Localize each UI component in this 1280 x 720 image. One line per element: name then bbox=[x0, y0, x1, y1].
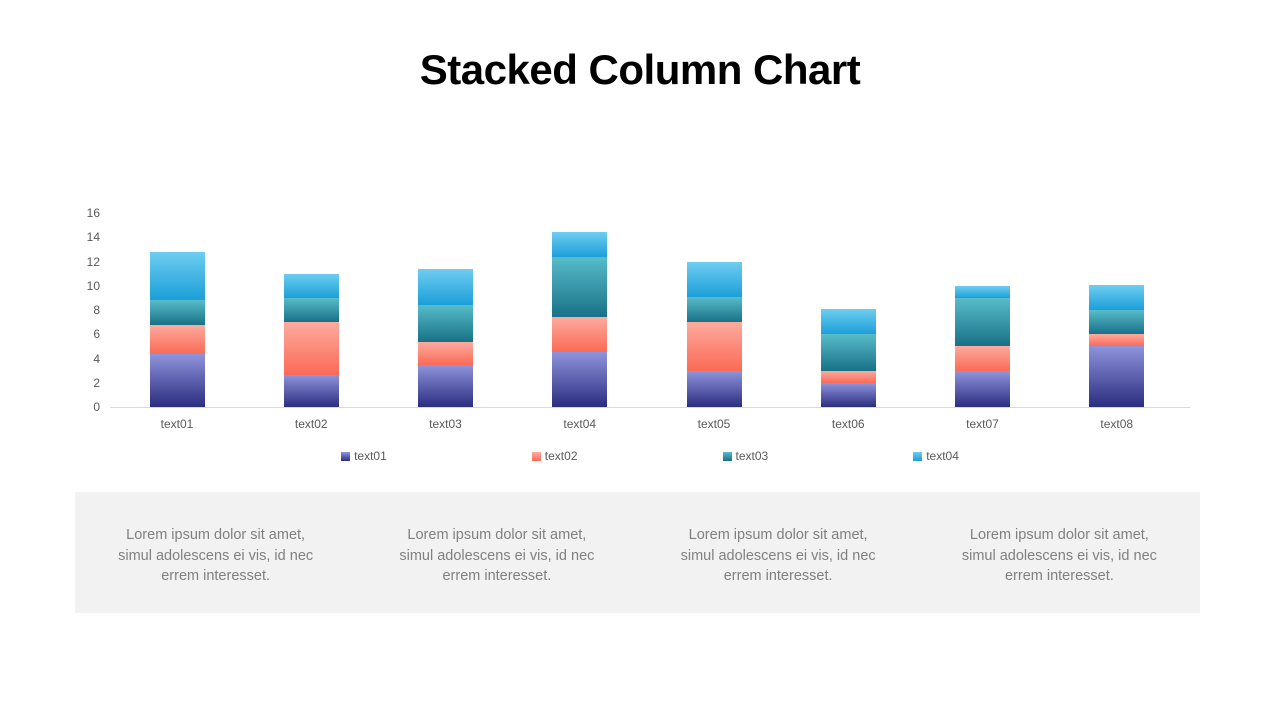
stacked-bar-text05 bbox=[686, 261, 742, 407]
bar-segment-text03 bbox=[149, 300, 205, 325]
bar-segment-text04 bbox=[1089, 284, 1145, 310]
stacked-bar-text07 bbox=[955, 285, 1011, 407]
legend-label: text04 bbox=[926, 449, 959, 463]
x-axis-label-text03: text03 bbox=[429, 417, 462, 431]
footer-text-block-2: Lorem ipsum dolor sit amet, simul adolesc… bbox=[356, 492, 637, 613]
bar-segment-text04 bbox=[418, 268, 474, 306]
y-axis-tick-label: 4 bbox=[93, 351, 100, 366]
legend-item-text01: text01 bbox=[341, 449, 387, 463]
legend-item-text02: text02 bbox=[531, 449, 578, 463]
bar-segment-text04 bbox=[149, 251, 205, 301]
bar-segment-text04 bbox=[820, 308, 876, 335]
x-axis-label-text05: text05 bbox=[697, 417, 731, 431]
x-axis-label-text04: text04 bbox=[563, 417, 597, 431]
bar-segment-text02 bbox=[820, 370, 876, 383]
footer-text-line: simul adolescens ei vis, id nec bbox=[399, 547, 595, 564]
x-axis-label-text07: text07 bbox=[966, 417, 999, 431]
y-axis-tick-label: 10 bbox=[86, 278, 100, 293]
bar-segment-text01 bbox=[686, 370, 742, 407]
bar-segment-text04 bbox=[552, 232, 608, 257]
footer-text-line: errem interesset. bbox=[1004, 568, 1114, 584]
legend-swatch-icon bbox=[913, 451, 923, 461]
x-axis-label-text01: text01 bbox=[160, 417, 194, 431]
stacked-column-chart: 0 2 4 6 8 10 12 14 16 text01 text02 text03 text04 te… bbox=[86, 206, 1190, 431]
footer-text-line: Lorem ipsum dolor sit amet, bbox=[688, 527, 868, 543]
footer-text-block-3: Lorem ipsum dolor sit amet, simul adolesc… bbox=[638, 492, 919, 613]
page-title: Stacked Column Chart bbox=[419, 46, 861, 93]
bar-segment-text02 bbox=[955, 346, 1011, 371]
stacked-bar-text02 bbox=[283, 273, 339, 407]
footer-text-line: errem interesset. bbox=[161, 568, 271, 584]
footer-text-line: simul adolescens ei vis, id nec bbox=[118, 547, 314, 564]
bar-segment-text01 bbox=[1089, 346, 1145, 407]
bar-segment-text02 bbox=[1089, 334, 1145, 347]
bar-segment-text01 bbox=[552, 352, 608, 407]
bar-segment-text03 bbox=[1089, 310, 1145, 335]
bar-segment-text04 bbox=[283, 273, 339, 298]
y-axis-tick-label: 14 bbox=[86, 230, 100, 245]
bar-segment-text03 bbox=[552, 256, 608, 318]
bar-segment-text04 bbox=[686, 261, 742, 297]
bar-segment-text04 bbox=[955, 285, 1011, 298]
bar-segment-text03 bbox=[418, 305, 474, 342]
footer-text-block-1: Lorem ipsum dolor sit amet, simul adolesc… bbox=[75, 492, 356, 613]
x-axis-label-text02: text02 bbox=[294, 417, 328, 431]
bar-segment-text01 bbox=[820, 382, 876, 407]
bar-segment-text02 bbox=[149, 324, 205, 354]
footer-text-panel: Lorem ipsum dolor sit amet, simul adolesc… bbox=[75, 492, 1200, 613]
bar-segment-text03 bbox=[686, 296, 742, 323]
y-axis-tick-label: 16 bbox=[86, 206, 100, 220]
footer-text-line: Lorem ipsum dolor sit amet, bbox=[969, 527, 1149, 543]
bar-segment-text02 bbox=[552, 317, 608, 353]
bar-segment-text03 bbox=[283, 297, 339, 323]
footer-text-line: errem interesset. bbox=[723, 568, 833, 584]
bar-segment-text01 bbox=[283, 375, 339, 407]
footer-text-block-4: Lorem ipsum dolor sit amet, simul adolesc… bbox=[919, 492, 1200, 613]
x-axis-line bbox=[110, 407, 1190, 408]
y-axis-tick-label: 2 bbox=[93, 375, 100, 390]
legend-swatch-icon bbox=[531, 451, 541, 461]
stacked-bar-text08 bbox=[1089, 284, 1145, 407]
bar-segment-text02 bbox=[418, 341, 474, 365]
bar-segment-text01 bbox=[418, 364, 474, 407]
legend-swatch-icon bbox=[341, 451, 351, 461]
stacked-bar-text06 bbox=[820, 308, 876, 407]
y-axis-tick-label: 8 bbox=[93, 303, 100, 317]
footer-text-line: Lorem ipsum dolor sit amet, bbox=[407, 527, 587, 543]
x-axis-label-text08: text08 bbox=[1100, 417, 1134, 431]
chart-plot-area bbox=[110, 213, 1184, 407]
y-axis-tick-label: 0 bbox=[93, 400, 100, 414]
bar-segment-text02 bbox=[283, 322, 339, 376]
bar-segment-text03 bbox=[820, 334, 876, 371]
stacked-bar-text04 bbox=[552, 232, 608, 407]
footer-text-line: Lorem ipsum dolor sit amet, bbox=[126, 527, 306, 543]
stacked-bar-text01 bbox=[149, 251, 205, 407]
footer-text-line: simul adolescens ei vis, id nec bbox=[961, 547, 1157, 564]
legend-item-text03: text03 bbox=[722, 449, 769, 463]
bar-segment-text01 bbox=[955, 370, 1011, 407]
footer-text-line: errem interesset. bbox=[442, 568, 552, 584]
footer-text-line: simul adolescens ei vis, id nec bbox=[680, 547, 876, 564]
x-axis-label-text06: text06 bbox=[831, 417, 865, 431]
bar-segment-text01 bbox=[149, 353, 205, 407]
bar-segment-text02 bbox=[686, 322, 742, 371]
stacked-bar-text03 bbox=[418, 268, 474, 407]
legend-swatch-icon bbox=[722, 451, 732, 461]
chart-legend: text01 text02 text03 text04 bbox=[110, 449, 1190, 463]
bar-segment-text03 bbox=[955, 297, 1011, 347]
legend-label: text03 bbox=[735, 449, 769, 463]
legend-item-text04: text04 bbox=[913, 449, 959, 463]
legend-label: text01 bbox=[354, 449, 387, 463]
legend-label: text02 bbox=[544, 449, 578, 463]
y-axis-tick-label: 6 bbox=[93, 327, 100, 342]
y-axis-tick-label: 12 bbox=[86, 254, 100, 269]
